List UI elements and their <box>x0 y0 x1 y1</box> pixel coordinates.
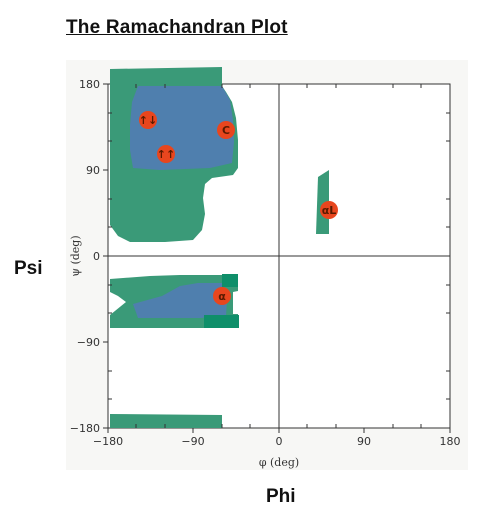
marker-label: ↑↓ <box>139 114 157 127</box>
tick-marks <box>103 83 451 433</box>
marker-alpha-left: αL <box>320 201 338 219</box>
y-tick-label: 90 <box>86 164 100 177</box>
dark-patch-bottom <box>204 315 239 328</box>
y-tick-label: −180 <box>70 422 100 435</box>
bottom-allowed-region <box>110 414 222 428</box>
marker-label: α <box>218 290 226 303</box>
y-tick-label: −90 <box>77 336 100 349</box>
marker-alpha-right: α <box>213 287 231 305</box>
marker-label: C <box>222 124 230 137</box>
marker-label: ↑↑ <box>157 148 175 161</box>
y-tick-label: 180 <box>79 78 100 91</box>
x-axis-title: φ (deg) <box>259 456 299 469</box>
dark-patch-top <box>222 274 238 287</box>
phi-label: Phi <box>266 486 296 507</box>
x-tick-label: 180 <box>440 435 461 448</box>
marker-collagen: C <box>217 121 235 139</box>
beta-core-region <box>130 86 234 170</box>
y-axis-title: ψ (deg) <box>69 235 82 276</box>
x-tick-label: 0 <box>276 435 283 448</box>
x-tick-label: −90 <box>181 435 204 448</box>
psi-label: Psi <box>14 258 43 279</box>
alpha-core-region <box>133 283 227 318</box>
y-tick-label: 0 <box>93 250 100 263</box>
page-title: The Ramachandran Plot <box>66 17 288 38</box>
marker-label: αL <box>322 204 337 217</box>
favorable-regions <box>130 86 234 318</box>
marker-antiparallel-beta: ↑↓ <box>139 111 157 129</box>
x-tick-label: 90 <box>357 435 371 448</box>
x-tick-label: −180 <box>93 435 123 448</box>
marker-parallel-beta: ↑↑ <box>157 145 175 163</box>
